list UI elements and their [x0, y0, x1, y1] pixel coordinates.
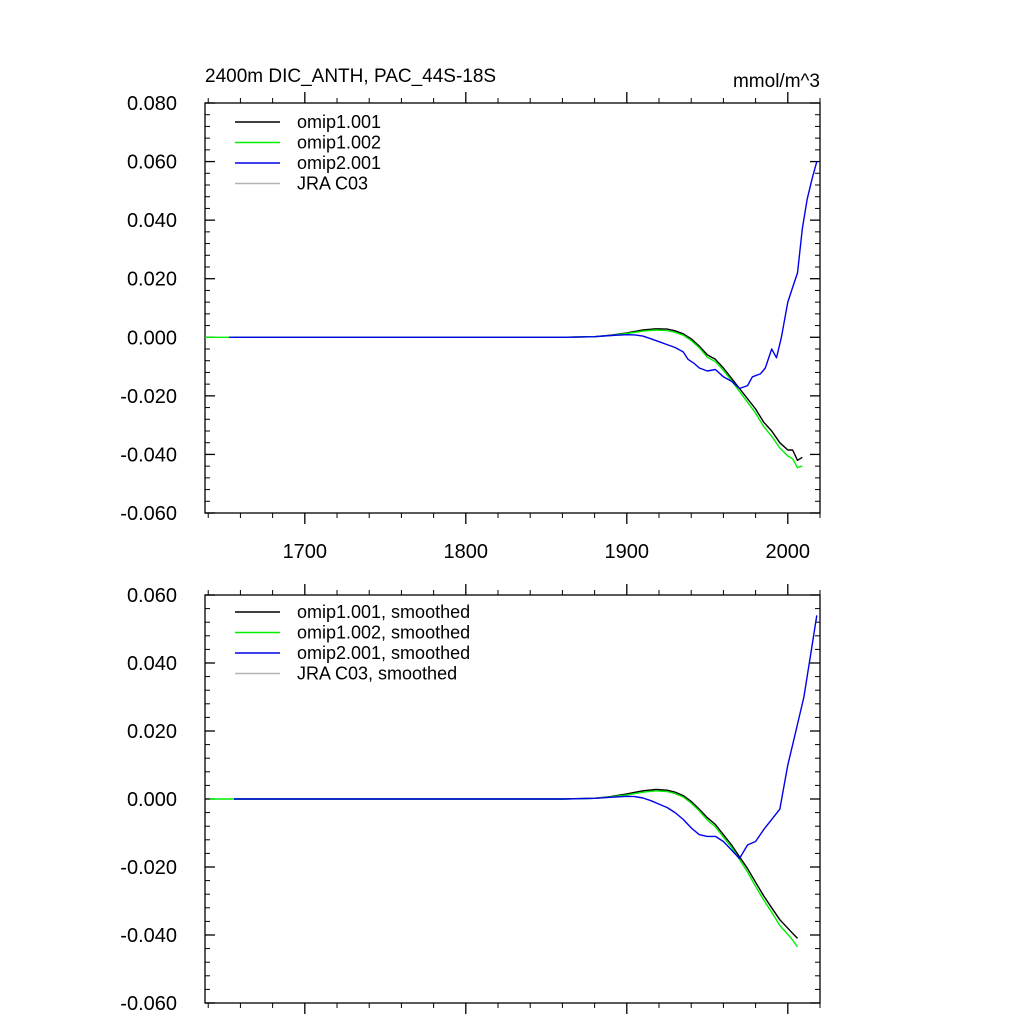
- legend-label: omip1.002: [297, 133, 381, 153]
- series-line-2: [205, 329, 803, 469]
- y-tick-label: 0.000: [127, 327, 177, 349]
- bottom-panel: -0.060 -0.040 -0.020 0.000 0.020 0.040 0.060 om…: [120, 584, 821, 1015]
- plot-frame: [204, 102, 821, 514]
- x-tick-label: 1700: [283, 541, 328, 563]
- x-tick-label: 1800: [444, 541, 489, 563]
- y-tick-label: -0.040: [120, 925, 177, 947]
- y-tick-label: 0.000: [127, 789, 177, 811]
- y-tick-label: 0.040: [127, 210, 177, 232]
- y-tick-label: 0.020: [127, 721, 177, 743]
- y-tick-label: -0.060: [120, 993, 177, 1015]
- legend-label: omip1.001, smoothed: [297, 602, 470, 622]
- legend-label: omip1.002, smoothed: [297, 623, 470, 643]
- legend-label: JRA C03: [297, 174, 368, 194]
- y-tick-label: -0.020: [120, 386, 177, 408]
- series-line-3: [229, 161, 818, 390]
- legend-label: omip2.001: [297, 153, 381, 173]
- y-tick-label: -0.040: [120, 444, 177, 466]
- legend-label: JRA C03, smoothed: [297, 664, 457, 684]
- y-tick-label: 0.040: [127, 653, 177, 675]
- y-tick-label: 0.060: [127, 585, 177, 607]
- x-tick-label: 1900: [605, 541, 650, 563]
- series-line-3: [234, 615, 818, 860]
- y-tick-label: 0.060: [127, 152, 177, 174]
- chart-title: 2400m DIC_ANTH, PAC_44S-18S: [205, 66, 496, 87]
- series-line-1: [234, 788, 799, 939]
- y-tick-label: -0.060: [120, 503, 177, 525]
- units-label: mmol/m^3: [733, 71, 820, 92]
- series-line-2: [209, 790, 799, 948]
- legend-label: omip2.001, smoothed: [297, 643, 470, 663]
- legend-label: omip1.001: [297, 112, 381, 132]
- series-line-1: [229, 328, 803, 461]
- y-tick-label: 0.020: [127, 269, 177, 291]
- y-tick-label: 0.080: [127, 93, 177, 115]
- top-panel: 2400m DIC_ANTH, PAC_44S-18S mmol/m^3 -0.…: [120, 66, 821, 563]
- y-tick-label: -0.020: [120, 857, 177, 879]
- x-tick-label: 2000: [766, 541, 811, 563]
